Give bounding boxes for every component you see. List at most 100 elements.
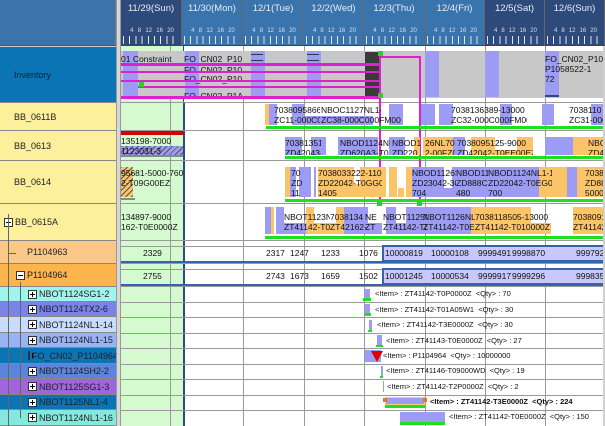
task-bar[interactable]	[406, 167, 412, 197]
resize-handle[interactable]	[423, 398, 427, 402]
task-bar[interactable]	[573, 137, 605, 155]
inventory-block[interactable]	[545, 51, 559, 97]
order-bar[interactable]	[385, 397, 425, 405]
gantt-chart-area[interactable]: 01 Constraint FO_CN02_P109 FO_CN02_P108 …	[121, 46, 605, 426]
row-nbot1124sh2-2[interactable]: NBOT1124SH2-2	[0, 364, 116, 379]
task-bar[interactable]	[396, 223, 406, 234]
task-bar[interactable]	[311, 137, 326, 155]
task-bar[interactable]	[500, 104, 512, 125]
task-bar[interactable]	[423, 137, 453, 155]
task-bar[interactable]	[368, 223, 382, 234]
expand-icon[interactable]	[28, 335, 37, 345]
task-bar[interactable]	[472, 167, 539, 197]
task-bar[interactable]	[299, 167, 311, 197]
task-bar[interactable]	[471, 207, 531, 234]
warning-triangle-icon[interactable]	[371, 351, 383, 362]
task-bar[interactable]	[318, 167, 354, 197]
task-bar[interactable]	[471, 137, 495, 155]
inventory-block[interactable]	[251, 51, 265, 97]
task-bar[interactable]	[444, 188, 452, 197]
order-bar[interactable]	[364, 289, 370, 299]
task-bar[interactable]	[452, 167, 472, 197]
inventory-bar[interactable]	[121, 51, 605, 98]
link-node[interactable]	[377, 201, 382, 206]
task-bar-hatched[interactable]	[121, 167, 133, 197]
task-bar[interactable]	[344, 207, 368, 234]
order-bar[interactable]	[369, 320, 372, 331]
order-bar[interactable]	[365, 304, 370, 314]
task-bar[interactable]	[285, 137, 302, 155]
task-bar[interactable]	[421, 207, 471, 234]
row-bb-0614[interactable]: BB_0614	[0, 161, 116, 204]
row-nbot1125nl1-4[interactable]: NBOT1125NL1-4	[0, 395, 116, 410]
vertical-scrollbar[interactable]	[603, 46, 605, 426]
row-bb-0615a[interactable]: BB_0615A	[0, 204, 116, 241]
expand-icon[interactable]	[28, 351, 33, 360]
task-bar[interactable]	[292, 104, 304, 125]
task-bar[interactable]	[336, 207, 344, 234]
task-bar[interactable]	[406, 207, 421, 234]
link-node[interactable]	[139, 82, 144, 87]
order-bar[interactable]	[400, 412, 445, 422]
task-bar[interactable]	[314, 223, 336, 234]
task-bar[interactable]	[591, 104, 605, 125]
inventory-block-dark[interactable]	[365, 52, 380, 96]
inventory-block[interactable]	[123, 51, 138, 97]
task-bar[interactable]	[545, 137, 573, 155]
task-bar[interactable]	[338, 137, 378, 155]
task-bar[interactable]	[360, 167, 386, 197]
row-nbot1124sg1-2[interactable]: NBOT1124SG1-2	[0, 287, 116, 302]
inventory-block[interactable]	[425, 51, 439, 97]
expand-icon[interactable]	[28, 397, 37, 407]
task-bar[interactable]	[386, 207, 396, 234]
task-bar[interactable]	[495, 150, 517, 155]
order-bar[interactable]	[381, 366, 383, 377]
task-bar[interactable]	[517, 137, 533, 155]
task-bar[interactable]	[276, 207, 284, 234]
task-bar[interactable]	[573, 207, 605, 234]
task-bar[interactable]	[305, 116, 373, 125]
task-bar[interactable]	[567, 167, 577, 197]
expand-icon[interactable]	[28, 382, 37, 391]
row-p1104963[interactable]: P1104963	[0, 241, 116, 264]
row-fo-cn02-p1104964[interactable]: FO_CN02_P1104964_	[0, 348, 116, 364]
task-bar[interactable]	[421, 104, 435, 125]
task-bar[interactable]	[354, 184, 360, 197]
row-p1104964[interactable]: P1104964	[0, 264, 116, 287]
row-nbot1124nl1-14[interactable]: NBOT1124NL1-14	[0, 317, 116, 333]
collapse-icon[interactable]	[16, 270, 25, 280]
row-nbot1124nl1-15[interactable]: NBOT1124NL1-15	[0, 333, 116, 348]
order-bar[interactable]	[377, 335, 382, 346]
inventory-block[interactable]	[307, 51, 321, 97]
task-bar[interactable]	[412, 167, 444, 197]
task-bar[interactable]	[389, 104, 403, 125]
task-bar[interactable]	[290, 167, 296, 197]
row-bb-0613[interactable]: BB_0613	[0, 131, 116, 161]
task-bar[interactable]	[389, 137, 405, 155]
task-bar[interactable]	[577, 167, 605, 197]
row-nbot1124nl1-16[interactable]: NBOT1124NL1-16	[0, 410, 116, 426]
task-bar[interactable]	[542, 104, 554, 125]
row-nbot1124tx2-6[interactable]: NBOT1124TX2-6	[0, 302, 116, 317]
task-bar-hatched[interactable]	[121, 146, 183, 155]
expand-icon[interactable]	[28, 304, 37, 314]
expand-icon[interactable]	[28, 366, 37, 376]
task-bar[interactable]	[398, 188, 404, 197]
link-node[interactable]	[417, 201, 422, 206]
task-bar[interactable]	[269, 104, 277, 125]
task-bar[interactable]	[414, 137, 420, 155]
task-bar[interactable]	[265, 207, 271, 234]
task-bar[interactable]	[531, 223, 551, 234]
order-bar[interactable]	[383, 381, 384, 392]
task-bar[interactable]	[453, 137, 465, 155]
resize-handle[interactable]	[383, 398, 387, 402]
link-node[interactable]	[378, 93, 383, 98]
expand-icon[interactable]	[28, 413, 37, 422]
splitter[interactable]	[116, 0, 121, 426]
expand-icon[interactable]	[28, 289, 37, 299]
task-bar[interactable]	[539, 167, 567, 197]
row-nbot1125sg1-3[interactable]: NBOT1125SG1-3	[0, 379, 116, 395]
task-bar[interactable]	[284, 223, 306, 234]
expand-icon[interactable]	[28, 320, 37, 329]
task-bar[interactable]	[306, 207, 314, 234]
